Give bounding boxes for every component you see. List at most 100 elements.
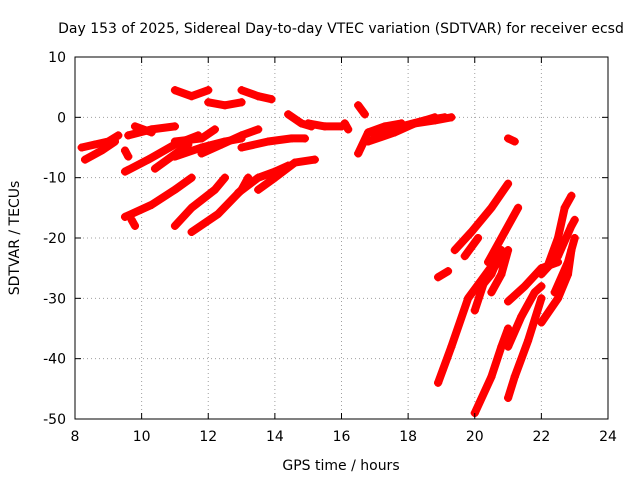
data-series-arc-19 — [237, 134, 309, 152]
data-point — [90, 140, 99, 149]
data-point — [554, 234, 563, 242]
data-point — [447, 113, 456, 122]
data-series-arc-6 — [120, 146, 133, 161]
tick-layer: 8 10 12 14 16 18 20 22 24 10 0 -10 -20 -30 -40 -50 — [43, 50, 617, 445]
data-point — [304, 119, 313, 128]
y-tick-label: 0 — [57, 110, 66, 126]
x-tick-label: 14 — [266, 429, 284, 445]
data-point — [197, 134, 206, 143]
data-series-arc-15 — [197, 125, 263, 158]
data-point — [434, 273, 443, 282]
data-point — [567, 191, 576, 200]
data-point — [504, 134, 513, 143]
data-point — [237, 131, 246, 140]
data-point — [170, 86, 179, 95]
grid-layer — [75, 57, 608, 419]
data-point — [80, 155, 89, 164]
data-point — [430, 116, 439, 125]
data-point — [500, 227, 509, 236]
data-point — [517, 312, 526, 321]
series-trace — [504, 282, 546, 351]
data-layer — [77, 86, 579, 417]
series-trace — [354, 119, 406, 158]
series-trace — [387, 113, 456, 137]
data-point — [187, 227, 196, 236]
series-trace — [237, 86, 276, 104]
data-point — [234, 188, 243, 197]
data-point — [487, 270, 496, 279]
data-point — [237, 86, 246, 95]
data-point — [537, 282, 546, 291]
data-point — [554, 294, 563, 303]
data-point — [410, 119, 419, 128]
data-point — [470, 306, 479, 315]
y-tick-label: -10 — [43, 171, 66, 187]
data-point — [520, 282, 529, 291]
data-point — [114, 131, 123, 140]
data-point — [504, 342, 513, 351]
data-point — [170, 221, 179, 230]
data-point — [197, 149, 206, 158]
data-point — [344, 125, 353, 134]
data-point — [170, 152, 179, 161]
series-trace — [470, 324, 513, 417]
x-tick-label: 20 — [466, 429, 484, 445]
data-point — [120, 167, 129, 176]
series-trace — [121, 173, 196, 221]
series-trace — [170, 173, 229, 230]
series-trace — [544, 191, 576, 270]
data-point — [510, 372, 519, 381]
data-series-arc-8 — [130, 122, 156, 137]
data-series-arc-16 — [204, 98, 246, 110]
data-point — [570, 234, 579, 242]
data-series-arc-20 — [254, 155, 319, 194]
data-point — [504, 393, 513, 402]
data-point — [514, 203, 523, 212]
data-series-arc-38 — [504, 134, 519, 146]
data-series-arc-17 — [237, 86, 276, 104]
series-trace — [197, 125, 263, 158]
data-point — [354, 149, 363, 158]
data-point — [537, 318, 546, 327]
data-point — [560, 203, 569, 212]
data-point — [130, 221, 139, 230]
data-series-arc-11 — [170, 173, 229, 230]
data-point — [550, 288, 559, 297]
data-point — [497, 270, 506, 279]
data-series-arc-13 — [170, 86, 213, 101]
data-point — [570, 215, 579, 224]
data-series-arc-30 — [450, 179, 513, 255]
data-point — [270, 173, 279, 182]
data-point — [340, 119, 349, 128]
data-point — [214, 209, 223, 218]
y-tick-label: 10 — [48, 50, 66, 66]
series-trace — [450, 179, 513, 255]
data-point — [484, 258, 493, 267]
data-point — [217, 140, 226, 149]
series-trace — [254, 155, 319, 194]
data-series-arc-24 — [354, 101, 369, 119]
x-tick-label: 18 — [399, 429, 417, 445]
data-point — [537, 294, 546, 303]
data-point — [264, 137, 273, 146]
data-point — [150, 164, 159, 173]
data-series-arc-23 — [340, 119, 353, 134]
x-tick-label: 22 — [532, 429, 550, 445]
data-point — [447, 342, 456, 351]
data-point — [254, 92, 263, 101]
series-trace — [537, 215, 579, 279]
data-point — [187, 92, 196, 101]
data-point — [210, 125, 219, 134]
data-point — [464, 294, 473, 303]
data-series-arc-28 — [387, 113, 456, 137]
data-point — [290, 158, 299, 167]
data-point — [187, 173, 196, 182]
data-series-arc-10 — [170, 125, 219, 146]
x-tick-label: 8 — [71, 429, 80, 445]
data-point — [147, 128, 156, 137]
data-series-arc-7 — [127, 215, 139, 230]
data-series-arc-45 — [550, 234, 579, 297]
data-point — [504, 324, 513, 333]
data-series-arc-29 — [434, 267, 453, 282]
